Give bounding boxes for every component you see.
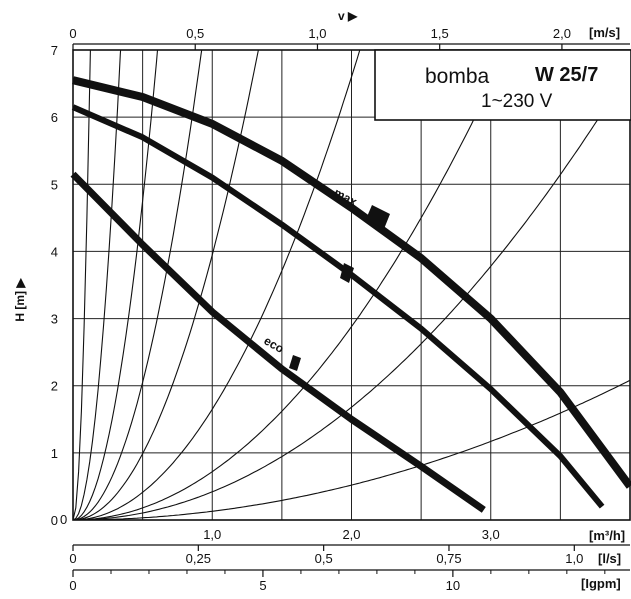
- y-axis-tick-label: 6: [51, 110, 58, 125]
- igpm-axis-tick-label: 0: [69, 578, 76, 593]
- system-curve: [73, 68, 631, 521]
- middle-marker-icon: [340, 263, 354, 283]
- system-curves: [72, 49, 631, 521]
- system-curve: [73, 49, 508, 521]
- info-box-model: W 25/7: [535, 64, 598, 86]
- x-axis-m3h-zero: 0: [60, 512, 67, 527]
- y-axis-tick-label: 5: [51, 177, 58, 192]
- x-axis-igpm-unit: [Igpm]: [581, 576, 621, 591]
- system-curve: [72, 49, 91, 521]
- igpm-axis-tick-label: 5: [259, 578, 266, 593]
- y-axis-tick-label: 1: [51, 446, 58, 461]
- pump-curve-max: [72, 76, 631, 489]
- system-curve: [73, 379, 631, 521]
- y-axis-tick-label: 7: [51, 43, 58, 58]
- top-axis-label: v ▶: [338, 9, 358, 23]
- system-curve: [73, 49, 361, 521]
- ls-axis-tick-label: 0,25: [186, 551, 211, 566]
- ls-axis-tick-label: 1,0: [565, 551, 583, 566]
- ls-axis-tick-label: 0: [69, 551, 76, 566]
- ls-axis-tick-label: 0,75: [436, 551, 461, 566]
- top-axis-tick-label: 1,0: [308, 26, 326, 41]
- system-curve: [72, 49, 203, 521]
- info-box-pump: bomba: [425, 65, 490, 88]
- x-axis-m3h-tick-label: 3,0: [482, 527, 500, 542]
- max-marker-icon: [366, 205, 390, 229]
- y-axis-tick-label: 3: [51, 312, 58, 327]
- ls-axis-tick-label: 0,5: [315, 551, 333, 566]
- plot-frame: [72, 49, 631, 521]
- pump-curve-eco: [70, 171, 486, 513]
- igpm-axis-tick-label: 10: [446, 578, 460, 593]
- x-axis-m3h-tick-label: 2,0: [342, 527, 360, 542]
- system-curve: [72, 49, 122, 521]
- y-axis-tick-label: 2: [51, 379, 58, 394]
- top-axis-tick-label: 2,0: [553, 26, 571, 41]
- top-axis-tick-label: 0,5: [186, 26, 204, 41]
- system-curve: [72, 49, 159, 521]
- x-axis-ls-unit: [l/s]: [598, 551, 621, 566]
- y-axis-tick-label: 4: [51, 244, 58, 259]
- info-box: [374, 49, 631, 121]
- top-axis-tick-label: 0: [69, 26, 76, 41]
- x-axis-m3h-tick-label: 1,0: [203, 527, 221, 542]
- top-axis-unit: [m/s]: [589, 25, 620, 40]
- info-box-supply: 1~230 V: [481, 91, 553, 112]
- y-axis-label: H [m] ▶: [13, 278, 27, 322]
- y-axis-tick-label: 0: [51, 513, 58, 528]
- x-axis-m3h-unit: [m³/h]: [589, 528, 625, 543]
- top-axis-tick-label: 1,5: [431, 26, 449, 41]
- eco-marker-icon: [289, 355, 301, 371]
- pump-curve-mid: [71, 104, 605, 509]
- axes: 0 1 2 3 4 5 6 7 1,0 2,0 3,0 0 0,5 1,0 1,5 2,0 0 0,25 0,5 0,…: [51, 26, 630, 593]
